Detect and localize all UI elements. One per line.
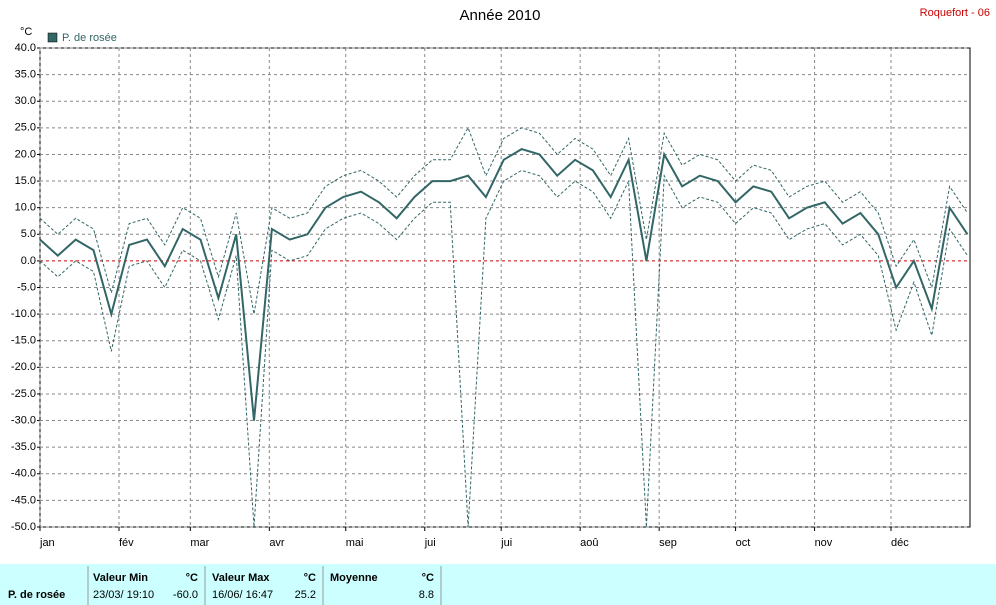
series-line [39, 148, 969, 421]
y-tick-label: 10.0 [15, 202, 36, 214]
max-unit: °C [304, 572, 316, 584]
stats-table: P. de rosée Valeur Min °C 23/03/ 19:10 -… [8, 566, 442, 605]
x-tick-label: mar [190, 537, 209, 549]
mean-unit: °C [422, 572, 434, 584]
y-tick-label: 35.0 [15, 69, 36, 81]
y-tick-label: 20.0 [15, 148, 36, 160]
y-tick-label: -10.0 [11, 308, 36, 320]
x-tick-label: oct [736, 537, 751, 549]
x-tick-label: nov [815, 537, 833, 549]
mean-header: Moyenne [330, 572, 378, 584]
y-tick-label: -20.0 [11, 361, 36, 373]
x-tick-label: déc [891, 537, 909, 549]
stats-name: P. de rosée [8, 589, 65, 601]
x-tick-label: aoû [580, 537, 598, 549]
min-value: -60.0 [173, 589, 198, 601]
y-tick-label: -40.0 [11, 468, 36, 480]
range-line [39, 169, 968, 528]
legend-swatch [47, 32, 58, 43]
y-tick-label: -35.0 [11, 441, 36, 453]
range-line [39, 126, 968, 315]
x-tick-label: jan [39, 537, 55, 549]
y-tick-label: -30.0 [11, 414, 36, 426]
y-tick-label: -50.0 [11, 521, 36, 533]
x-tick-label: avr [269, 537, 285, 549]
y-unit: °C [20, 26, 32, 38]
y-tick-label: -25.0 [11, 388, 36, 400]
min-unit: °C [186, 572, 198, 584]
y-tick-label: 0.0 [21, 255, 36, 267]
max-date: 16/06/ 16:47 [212, 589, 273, 601]
station-label: Roquefort - 06 [920, 7, 990, 19]
max-header: Valeur Max [212, 572, 270, 584]
y-tick-label: 40.0 [15, 42, 36, 54]
chart-title: Année 2010 [460, 7, 541, 24]
min-date: 23/03/ 19:10 [93, 589, 154, 601]
y-tick-label: 15.0 [15, 175, 36, 187]
legend-label: P. de rosée [62, 32, 117, 44]
min-header: Valeur Min [93, 572, 148, 584]
max-value: 25.2 [295, 589, 316, 601]
y-tick-label: -5.0 [17, 281, 36, 293]
y-tick-label: 25.0 [15, 122, 36, 134]
y-tick-label: 30.0 [15, 95, 36, 107]
y-tick-label: 5.0 [21, 228, 36, 240]
y-tick-label: -15.0 [11, 335, 36, 347]
x-tick-label: sep [659, 537, 677, 549]
mean-value: 8.8 [419, 589, 434, 601]
x-tick-label: jui [500, 537, 512, 549]
y-tick-label: -45.0 [11, 494, 36, 506]
x-tick-label: fév [119, 537, 134, 549]
stats-bar [0, 564, 996, 605]
x-tick-label: jui [424, 537, 436, 549]
x-tick-label: mai [346, 537, 364, 549]
